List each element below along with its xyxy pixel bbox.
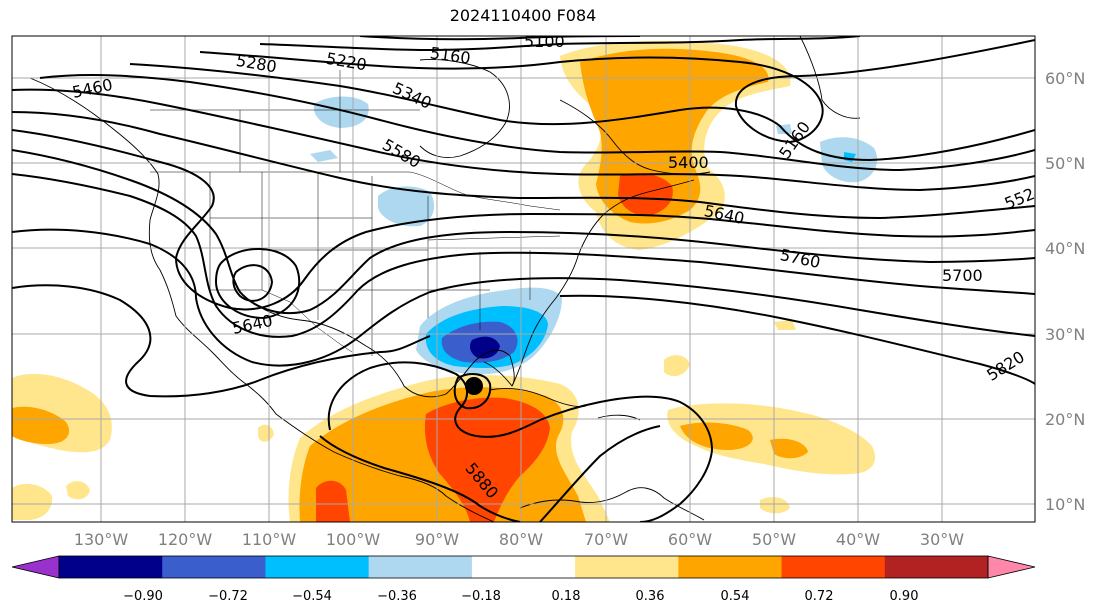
- contour-line: [539, 425, 661, 522]
- colorbar-tick-label: −0.18: [461, 589, 501, 604]
- colorbar-tick-label: 0.72: [805, 589, 834, 604]
- colorbar-segment: [781, 556, 886, 578]
- colorbar-tick-label: −0.90: [123, 589, 163, 604]
- map-content: 5100 5160 5220 5280 5340 5460 5580 5400 …: [12, 32, 1035, 522]
- coastline-layer: [29, 36, 861, 522]
- contour-label: 5100: [524, 32, 565, 51]
- contour-line: [319, 435, 521, 522]
- contour-line: [129, 63, 1035, 162]
- colorbar-ticks: −0.90 −0.72 −0.54 −0.36 −0.18 0.18 0.36 …: [123, 589, 918, 604]
- colorbar-tick-label: 0.54: [721, 589, 750, 604]
- latitude-axis: 60°N 50°N 40°N 30°N 20°N 10°N: [1045, 69, 1085, 514]
- colorbar-segment: [265, 556, 370, 578]
- storm-center-dot: [465, 377, 483, 395]
- shade-atlantic-spot-2: [664, 355, 690, 377]
- colorbar-tick-label: 0.90: [890, 589, 919, 604]
- shading-layer: [12, 40, 878, 522]
- longitude-axis: 130°W 120°W 110°W 100°W 90°W 80°W 70°W 6…: [74, 530, 964, 549]
- coast-greenland: [799, 36, 861, 119]
- shade-pacific-orange: [12, 406, 70, 444]
- contour-line: [214, 248, 301, 320]
- longitude-label: 70°W: [584, 530, 628, 549]
- contour-line: [12, 284, 431, 398]
- border-state-9: [427, 235, 561, 241]
- contour-label: 5700: [942, 266, 983, 285]
- shade-pacific-light-3: [66, 481, 90, 500]
- colorbar-tick-label: −0.72: [208, 589, 248, 604]
- colorbar-segment: [884, 556, 989, 578]
- shade-canada-blue-1: [313, 96, 369, 128]
- coast-cuba: [489, 387, 587, 407]
- contour-line: [12, 111, 1035, 220]
- latitude-label: 50°N: [1045, 154, 1085, 173]
- contour-line: [559, 294, 1035, 385]
- colorbar-extend-min: [11, 555, 60, 579]
- longitude-label: 90°W: [415, 530, 459, 549]
- longitude-label: 110°W: [242, 530, 297, 549]
- longitude-label: 60°W: [668, 530, 712, 549]
- colorbar-tick-label: 0.18: [552, 589, 581, 604]
- contour-line: [259, 36, 861, 52]
- colorbar-segment: [162, 556, 266, 578]
- contour-layer: [12, 36, 1035, 522]
- shade-pacific-light-4: [258, 424, 274, 442]
- longitude-label: 50°W: [752, 530, 796, 549]
- graticule: [12, 36, 1035, 522]
- latitude-label: 30°N: [1045, 325, 1085, 344]
- colorbar-segment: [678, 556, 783, 578]
- colorbar: [11, 555, 1036, 579]
- colorbar-segment: [575, 556, 679, 578]
- contour-line: [12, 129, 1035, 311]
- shade-carib-red-2: [316, 480, 350, 522]
- longitude-label: 30°W: [920, 530, 964, 549]
- shade-atlantic-orange-2: [770, 438, 808, 459]
- contour-line: [453, 373, 492, 410]
- coast-atlantic: [511, 179, 695, 387]
- coast-hudson-bay: [419, 59, 510, 158]
- longitude-label: 130°W: [74, 530, 129, 549]
- shade-southeast-dark-blue: [470, 336, 500, 359]
- shade-atlantic-orange: [680, 422, 753, 450]
- shade-greatlakes-blue: [378, 186, 435, 227]
- contour-line: [12, 173, 1035, 338]
- colorbar-tick-label: 0.36: [636, 589, 665, 604]
- latitude-label: 20°N: [1045, 410, 1085, 429]
- colorbar-segment: [59, 556, 163, 578]
- longitude-label: 100°W: [326, 530, 381, 549]
- contour-line: [12, 149, 1035, 315]
- shade-atlantic-spot-3: [774, 320, 796, 330]
- map-frame: [11, 35, 1036, 523]
- contour-line: [12, 228, 1035, 367]
- contour-line: [12, 88, 1035, 192]
- longitude-label: 120°W: [158, 530, 213, 549]
- shade-nova-scotia-red: [618, 173, 673, 216]
- coast-pacific-northwest: [29, 77, 495, 522]
- colorbar-segment: [368, 556, 473, 578]
- colorbar-tick-label: −0.54: [292, 589, 332, 604]
- contour-line: [232, 264, 274, 302]
- contour-label: 5400: [668, 153, 709, 172]
- contour-line: [39, 74, 1035, 172]
- colorbar-extend-max: [987, 555, 1036, 579]
- border-us-mexico: [210, 289, 353, 353]
- longitude-label: 80°W: [499, 530, 543, 549]
- shade-carib-red: [424, 397, 550, 522]
- shade-atlantic-light: [667, 403, 876, 475]
- latitude-label: 10°N: [1045, 495, 1085, 514]
- contour-line: [199, 39, 1035, 144]
- shade-canada-blue-2: [310, 150, 338, 162]
- colorbar-segment: [471, 556, 576, 578]
- coast-south-america: [519, 487, 705, 521]
- map-title: 2024110400 F084: [449, 6, 597, 25]
- colorbar-tick-label: −0.36: [377, 589, 417, 604]
- shade-pacific-light-2: [12, 483, 53, 520]
- latitude-label: 60°N: [1045, 69, 1085, 88]
- latitude-label: 40°N: [1045, 239, 1085, 258]
- colorbar-frame: [58, 555, 989, 579]
- shade-atlantic-spot: [760, 497, 790, 514]
- contour-line: [327, 361, 714, 522]
- longitude-label: 40°W: [836, 530, 880, 549]
